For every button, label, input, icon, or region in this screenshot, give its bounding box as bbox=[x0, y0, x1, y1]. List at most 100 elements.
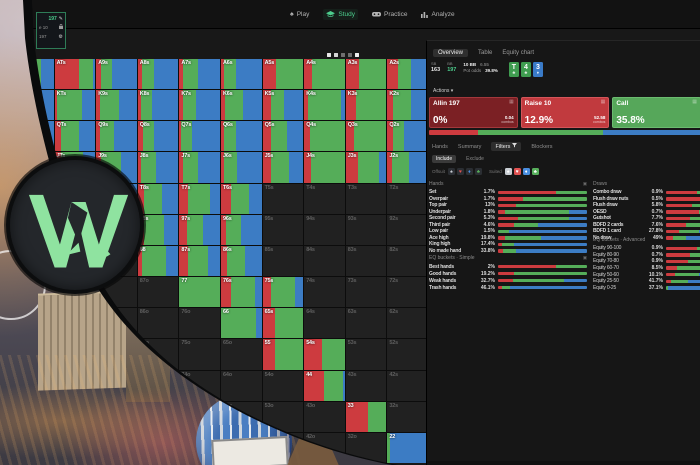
grid-cell-K3s[interactable]: K3s bbox=[346, 90, 387, 120]
action-tile-allin-197[interactable]: Allin 197 ▦ 0% 0.04 combos bbox=[429, 97, 518, 128]
grid-cell-22[interactable]: 22 bbox=[387, 433, 428, 463]
tab-hands[interactable]: Hands bbox=[432, 143, 448, 150]
grid-cell-52s[interactable]: 52s bbox=[387, 339, 428, 369]
grid-cell-55[interactable]: 55 bbox=[263, 339, 304, 369]
stat-row-equity-50-60[interactable]: Equity 50-60 10.1% bbox=[593, 271, 700, 278]
stat-row-equity-25-50[interactable]: Equity 25-50 41.7% bbox=[593, 278, 700, 285]
grid-cell-Q8s[interactable]: Q8s bbox=[138, 121, 179, 151]
grid-cell-A9s[interactable]: A9s bbox=[96, 59, 137, 89]
grid-cell-87s[interactable]: 87s bbox=[179, 246, 220, 276]
grid-cell-Q7s[interactable]: Q7s bbox=[179, 121, 220, 151]
grid-cell-Q3s[interactable]: Q3s bbox=[346, 121, 387, 151]
action-tile-raise-10[interactable]: Raise 10 ▦ 12.9% 52.58 combos bbox=[521, 97, 610, 128]
grid-cell-44[interactable]: 44 bbox=[304, 371, 345, 401]
spot-mini-panel[interactable]: 197 ✎ e 10 197 ⚙ bbox=[36, 12, 66, 49]
stat-row-weak-hands[interactable]: Weak hands 32.7% bbox=[429, 277, 587, 284]
actions-dropdown[interactable]: Actions ▾ bbox=[433, 88, 454, 94]
include-button[interactable]: Include bbox=[432, 155, 456, 163]
grid-cell-82s[interactable]: 82s bbox=[387, 246, 428, 276]
suit-chip-c[interactable]: ♣ bbox=[533, 168, 537, 175]
grid-cell-K6s[interactable]: K6s bbox=[221, 90, 262, 120]
stat-row-bdfd-2-cards[interactable]: BDFD 2 cards 7.6% bbox=[593, 222, 700, 229]
grid-cell-94s[interactable]: 94s bbox=[304, 215, 345, 245]
stat-row-no-made-hand[interactable]: No made hand 33.8% bbox=[429, 248, 587, 255]
grid-cell-J8s[interactable]: J8s bbox=[138, 152, 179, 182]
grid-cell-76s[interactable]: 76s bbox=[221, 277, 262, 307]
stat-row-trash-hands[interactable]: Trash hands 46.1% bbox=[429, 284, 587, 291]
collapse-icon[interactable]: ▣ bbox=[582, 181, 587, 186]
grid-cell-33[interactable]: 33 bbox=[346, 402, 387, 432]
nav-analyze[interactable]: Analyze bbox=[421, 11, 454, 18]
grid-cell-K9s[interactable]: K9s bbox=[96, 90, 137, 120]
spot-selector[interactable] bbox=[327, 53, 359, 57]
grid-cell-66[interactable]: 66 bbox=[221, 308, 262, 338]
grid-cell-ATs[interactable]: ATs bbox=[55, 59, 96, 89]
range-icon[interactable]: ▦ bbox=[600, 99, 606, 105]
grid-cell-J5s[interactable]: J5s bbox=[263, 152, 304, 182]
selector-square[interactable] bbox=[334, 53, 338, 57]
grid-cell-96s[interactable]: 96s bbox=[221, 215, 262, 245]
stat-row-equity-80-90[interactable]: Equity 80-90 0.7% bbox=[593, 252, 700, 259]
grid-cell-T7s[interactable]: T7s bbox=[179, 184, 220, 214]
exclude-button[interactable]: Exclude bbox=[466, 156, 484, 162]
stat-row-underpair[interactable]: Underpair 1.8% bbox=[429, 209, 587, 216]
grid-cell-54s[interactable]: 54s bbox=[304, 339, 345, 369]
grid-cell-92s[interactable]: 92s bbox=[387, 215, 428, 245]
grid-cell-73s[interactable]: 73s bbox=[346, 277, 387, 307]
grid-cell-K5s[interactable]: K5s bbox=[263, 90, 304, 120]
collapse-icon[interactable]: ▣ bbox=[582, 255, 587, 260]
grid-cell-Q6s[interactable]: Q6s bbox=[221, 121, 262, 151]
grid-cell-A4s[interactable]: A4s bbox=[304, 59, 345, 89]
selector-square[interactable] bbox=[348, 53, 352, 57]
grid-cell-J3s[interactable]: J3s bbox=[346, 152, 387, 182]
grid-cell-T2s[interactable]: T2s bbox=[387, 184, 428, 214]
suit-chip-s[interactable]: ♠ bbox=[448, 168, 455, 175]
grid-cell-J6s[interactable]: J6s bbox=[221, 152, 262, 182]
grid-cell-T5s[interactable]: T5s bbox=[263, 184, 304, 214]
stat-row-low-pair[interactable]: Low pair 1.5% bbox=[429, 228, 587, 235]
edit-icon[interactable]: ✎ bbox=[58, 15, 63, 22]
selector-square[interactable] bbox=[327, 53, 331, 57]
grid-cell-A5s[interactable]: A5s bbox=[263, 59, 304, 89]
grid-cell-72s[interactable]: 72s bbox=[387, 277, 428, 307]
grid-cell-75s[interactable]: 75s bbox=[263, 277, 304, 307]
stat-row-equity-60-70[interactable]: Equity 60-70 8.5% bbox=[593, 265, 700, 272]
suit-chip-d[interactable]: ♦ bbox=[466, 168, 473, 175]
grid-cell-T3s[interactable]: T3s bbox=[346, 184, 387, 214]
grid-cell-76o[interactable]: 76o bbox=[179, 308, 220, 338]
grid-cell-A6s[interactable]: A6s bbox=[221, 59, 262, 89]
selector-square[interactable] bbox=[355, 53, 359, 57]
grid-cell-98s[interactable]: 98s bbox=[138, 215, 179, 245]
grid-cell-Q5s[interactable]: Q5s bbox=[263, 121, 304, 151]
grid-cell-Q4s[interactable]: Q4s bbox=[304, 121, 345, 151]
grid-cell-K7s[interactable]: K7s bbox=[179, 90, 220, 120]
grid-cell-A3s[interactable]: A3s bbox=[346, 59, 387, 89]
grid-cell-Q9s[interactable]: Q9s bbox=[96, 121, 137, 151]
grid-cell-Q2s[interactable]: Q2s bbox=[387, 121, 428, 151]
grid-cell-43o[interactable]: 43o bbox=[304, 402, 345, 432]
grid-cell-74s[interactable]: 74s bbox=[304, 277, 345, 307]
action-tile-call[interactable]: Call ▦ 35.8% bbox=[612, 97, 700, 128]
grid-cell-97s[interactable]: 97s bbox=[179, 215, 220, 245]
grid-cell-A7s[interactable]: A7s bbox=[179, 59, 220, 89]
grid-cell-53s[interactable]: 53s bbox=[346, 339, 387, 369]
grid-cell-J7s[interactable]: J7s bbox=[179, 152, 220, 182]
grid-cell-42s[interactable]: 42s bbox=[387, 371, 428, 401]
grid-cell-63s[interactable]: 63s bbox=[346, 308, 387, 338]
grid-cell-32s[interactable]: 32s bbox=[387, 402, 428, 432]
stat-row-equity-70-80[interactable]: Equity 70-80 0.9% bbox=[593, 258, 700, 265]
grid-cell-J2s[interactable]: J2s bbox=[387, 152, 428, 182]
grid-cell-A8s[interactable]: A8s bbox=[138, 59, 179, 89]
tab-table[interactable]: Table bbox=[478, 50, 493, 56]
grid-cell-75o[interactable]: 75o bbox=[179, 339, 220, 369]
suit-chip-h[interactable]: ♥ bbox=[514, 168, 521, 175]
grid-cell-93s[interactable]: 93s bbox=[346, 215, 387, 245]
range-icon[interactable]: ▦ bbox=[508, 99, 514, 105]
stat-row-ace-high[interactable]: Ace high 19.8% bbox=[429, 235, 587, 242]
tab-blockers[interactable]: Blockers bbox=[531, 143, 553, 150]
grid-cell-77[interactable]: 77 bbox=[179, 277, 220, 307]
grid-cell-88[interactable]: 88 bbox=[138, 246, 179, 276]
stat-row-set[interactable]: Set 1.7% bbox=[429, 189, 587, 196]
grid-cell-K2s[interactable]: K2s bbox=[387, 90, 428, 120]
grid-cell-85s[interactable]: 85s bbox=[263, 246, 304, 276]
